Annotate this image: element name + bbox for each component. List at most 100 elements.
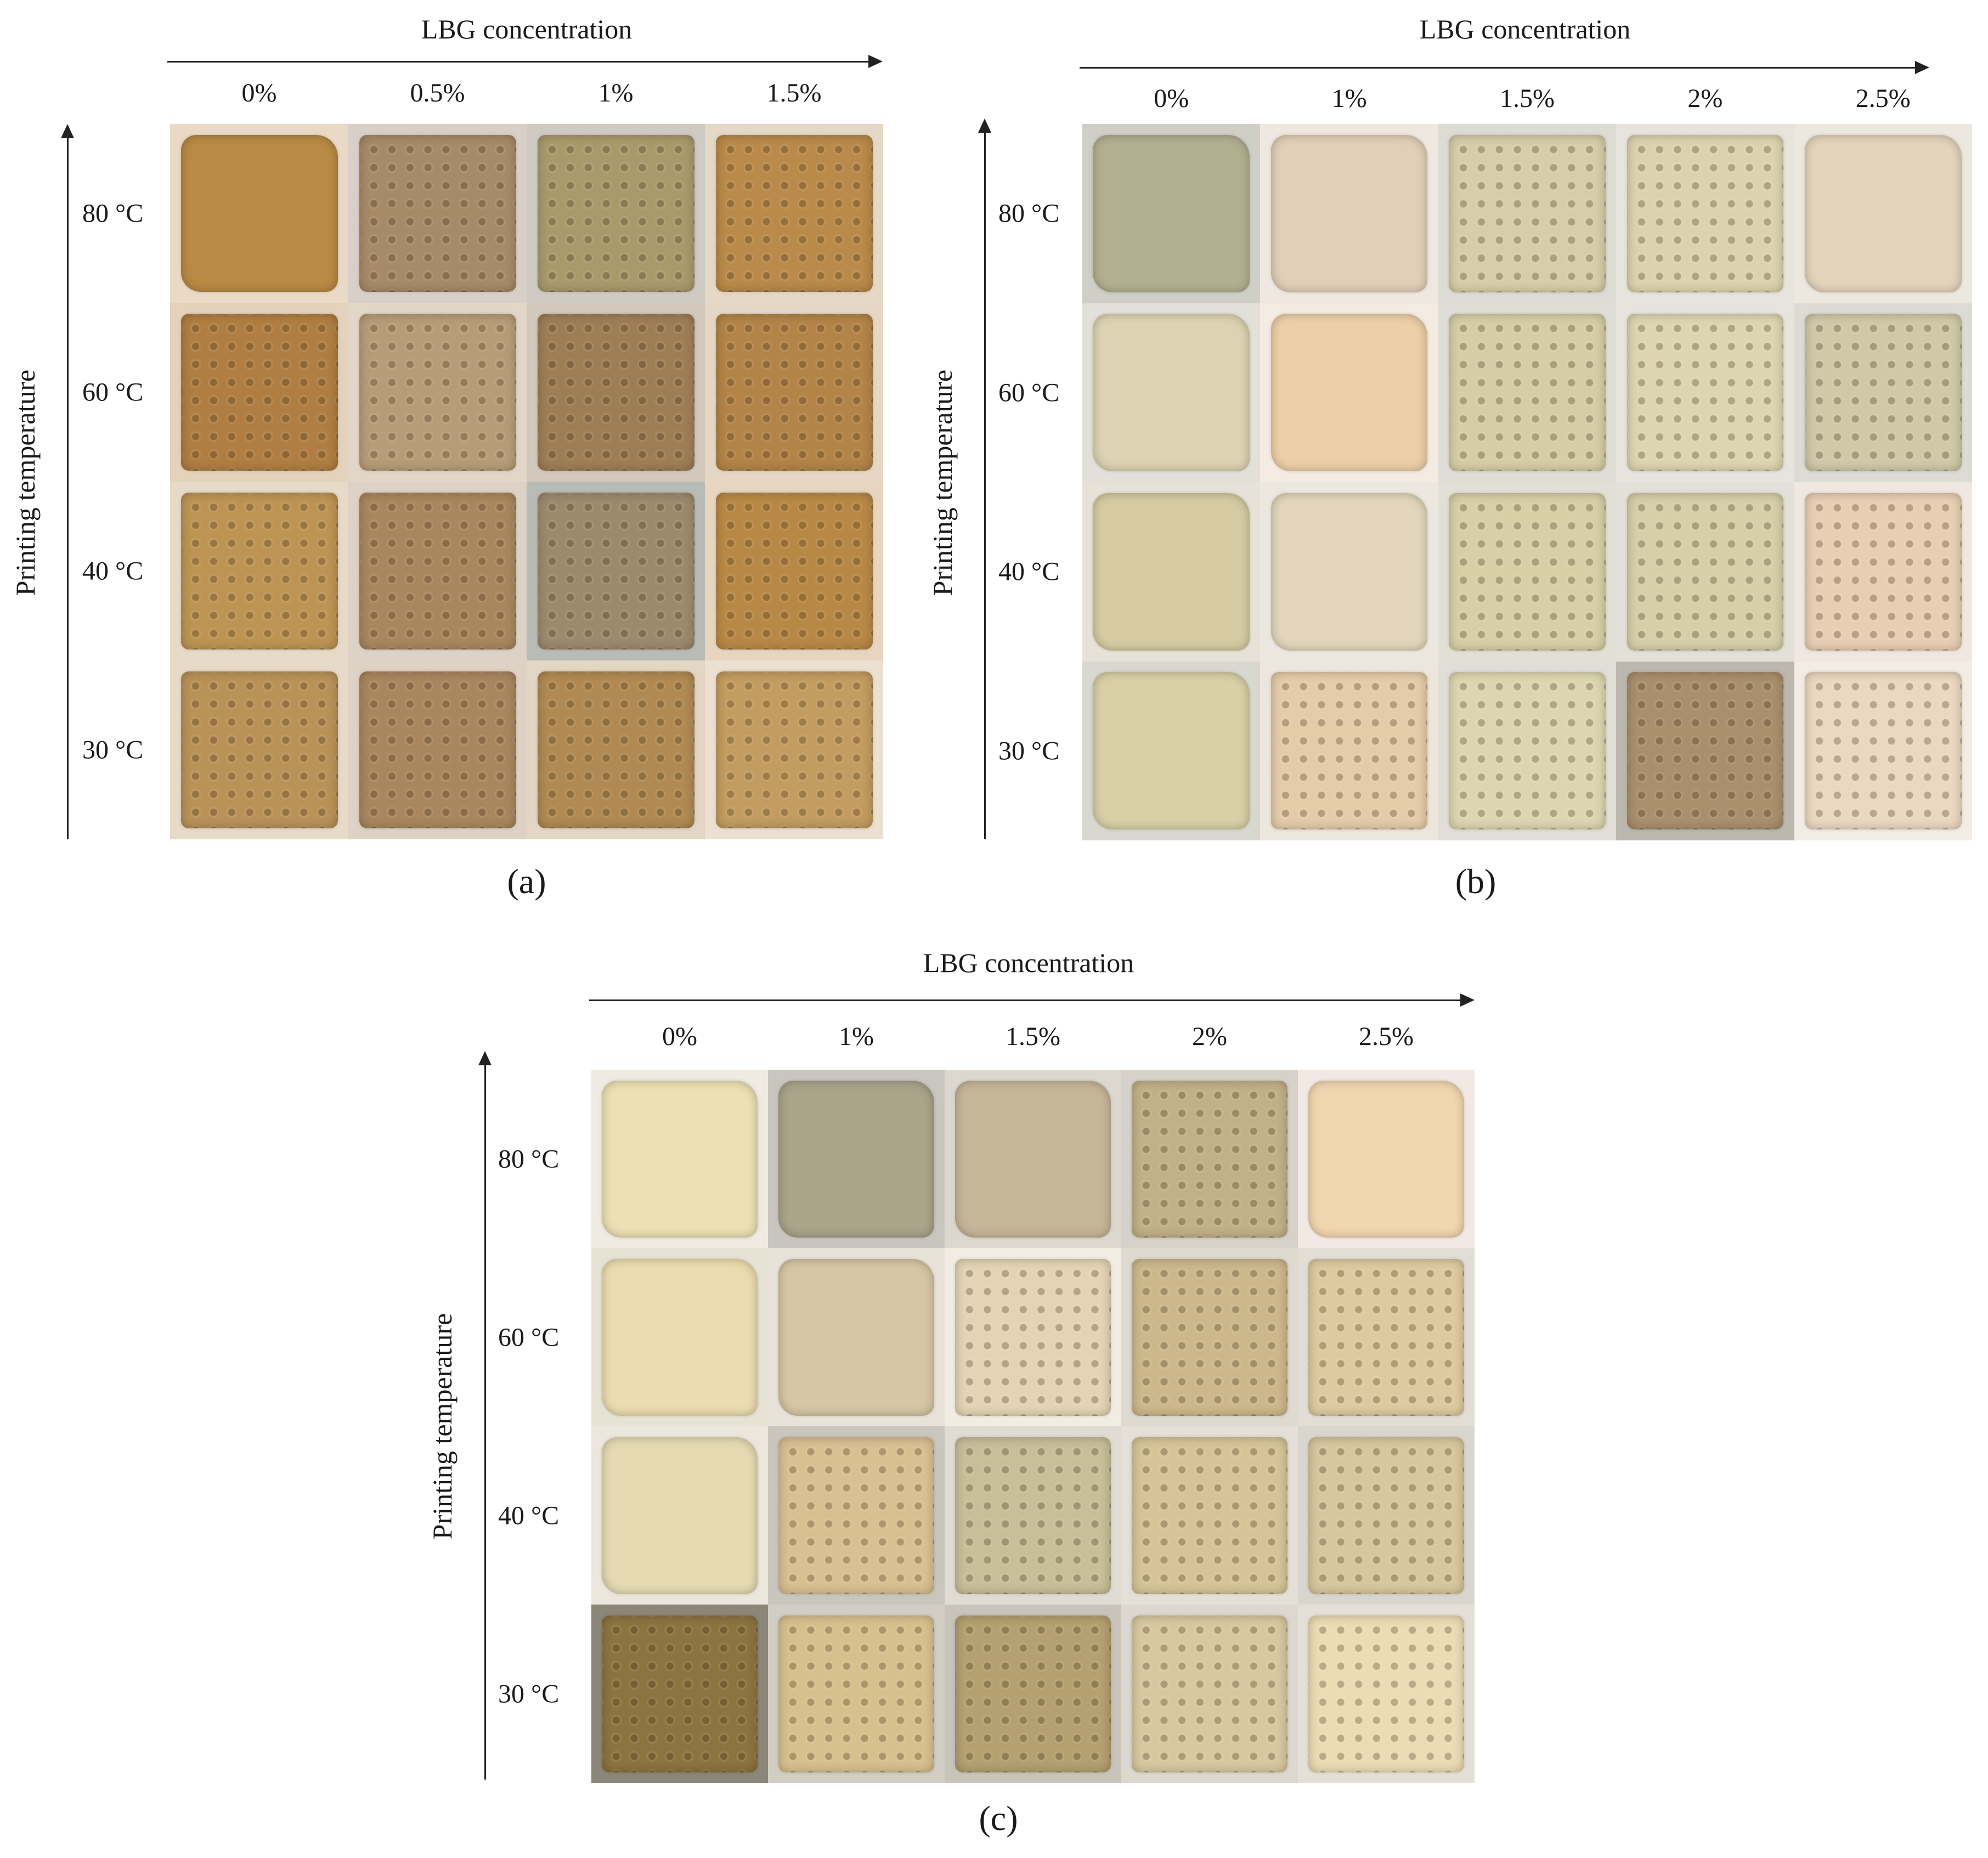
concentration-label: 2% [1687, 84, 1723, 113]
sample-cell [945, 1605, 1121, 1783]
printed-sample [602, 1437, 758, 1594]
printed-sample [1805, 493, 1962, 651]
printed-sample [955, 1258, 1111, 1416]
y-axis-title: Printing temperature [10, 369, 41, 596]
sample-cell [1794, 661, 1972, 840]
concentration-label: 2.5% [1359, 1022, 1414, 1051]
printed-sample [1132, 1080, 1287, 1238]
printed-sample [1132, 1437, 1287, 1594]
sample-cell [527, 660, 705, 839]
sample-cell [1082, 661, 1261, 840]
sample-cell [1082, 482, 1261, 662]
panel-label: (a) [507, 862, 546, 901]
printed-sample [1626, 672, 1784, 830]
printed-sample [1093, 672, 1250, 830]
sample-cell [1616, 661, 1794, 840]
printed-sample [1449, 493, 1606, 651]
printed-sample [715, 313, 873, 471]
sample-cell [1260, 124, 1438, 303]
printed-sample [180, 671, 338, 829]
concentration-label: 2% [1192, 1022, 1227, 1051]
x-axis-title: LBG concentration [421, 14, 632, 44]
printed-sample [778, 1437, 934, 1594]
sample-cell [1298, 1070, 1475, 1248]
printed-sample [537, 134, 694, 292]
panel-label: (b) [1455, 862, 1496, 901]
sample-cell [1298, 1605, 1475, 1783]
sample-cell [705, 303, 883, 482]
printed-sample [1308, 1437, 1464, 1594]
sample-cell [705, 660, 883, 839]
printed-sample [1270, 493, 1428, 651]
printed-sample [778, 1080, 934, 1238]
x-axis-arrow [167, 55, 883, 68]
printed-sample [778, 1258, 934, 1416]
sample-cell [527, 124, 705, 303]
printed-sample [1308, 1080, 1464, 1238]
printed-sample [1132, 1258, 1287, 1416]
printed-sample [359, 313, 516, 471]
printed-sample [955, 1615, 1111, 1772]
sample-cell [591, 1070, 768, 1248]
sample-cell [1082, 303, 1261, 482]
sample-cell [170, 660, 348, 839]
sample-cell [1260, 303, 1438, 482]
y-axis-arrow [61, 124, 74, 839]
sample-cell [170, 303, 348, 482]
concentration-label: 1.5% [766, 78, 822, 108]
concentration-label: 1% [1331, 84, 1367, 113]
temperature-label: 60 °C [998, 378, 1060, 408]
printed-sample [1626, 493, 1784, 651]
temperature-label: 60 °C [498, 1323, 560, 1352]
printed-sample [1270, 672, 1428, 830]
printed-sample [1805, 672, 1962, 830]
concentration-label: 1.5% [1006, 1022, 1060, 1051]
printed-sample [602, 1615, 758, 1772]
printed-sample [1449, 314, 1606, 472]
temperature-label: 60 °C [82, 377, 144, 407]
panel-c: LBG concentration Printing temperature (… [417, 933, 1514, 1858]
y-axis-title: Printing temperature [927, 369, 958, 596]
sample-cell [1121, 1426, 1298, 1605]
printed-sample [715, 134, 873, 292]
sample-cell [1616, 303, 1794, 482]
temperature-label: 80 °C [82, 199, 144, 228]
sample-grid [170, 124, 883, 839]
x-axis-title: LBG concentration [1419, 14, 1631, 44]
printed-sample [180, 313, 338, 471]
printed-sample [1093, 134, 1250, 292]
printed-sample [778, 1615, 934, 1772]
printed-sample [602, 1080, 758, 1238]
sample-cell [170, 482, 348, 660]
printed-sample [537, 313, 694, 471]
x-axis-title: LBG concentration [923, 947, 1134, 978]
sample-cell [1082, 124, 1261, 303]
sample-cell [527, 482, 705, 660]
temperature-label: 40 °C [82, 556, 144, 586]
y-axis-title: Printing temperature [427, 1313, 458, 1540]
printed-sample [1449, 672, 1606, 830]
sample-cell [768, 1248, 945, 1426]
printed-sample [537, 671, 694, 829]
printed-sample [1449, 134, 1606, 292]
concentration-label: 1% [598, 78, 634, 108]
sample-cell [170, 124, 348, 303]
printed-sample [180, 134, 338, 292]
sample-cell [768, 1426, 945, 1605]
sample-cell [527, 303, 705, 482]
temperature-label: 30 °C [998, 736, 1060, 766]
printed-sample [1270, 134, 1428, 292]
sample-cell [945, 1248, 1121, 1426]
sample-cell [348, 303, 527, 482]
printed-sample [955, 1080, 1111, 1238]
printed-sample [955, 1437, 1111, 1594]
sample-cell [945, 1070, 1121, 1248]
temperature-label: 30 °C [498, 1679, 560, 1708]
concentration-label: 0% [662, 1022, 697, 1051]
panel-b: LBG concentration Printing temperature (… [911, 0, 1988, 933]
sample-cell [1438, 482, 1617, 662]
sample-cell [1616, 124, 1794, 303]
y-axis-arrow [978, 118, 991, 839]
sample-cell [1438, 303, 1617, 482]
concentration-label: 1% [839, 1022, 874, 1051]
